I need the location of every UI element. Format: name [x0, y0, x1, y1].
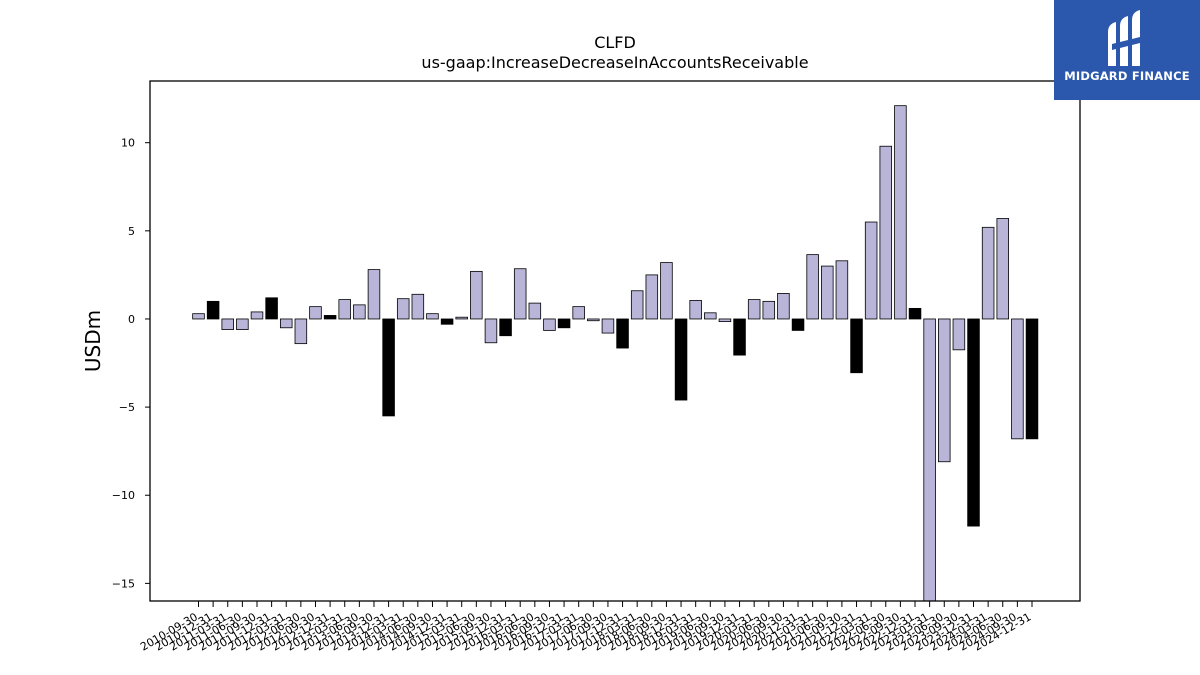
bar-2024-12-31: [1025, 318, 1039, 440]
bar-2021-09-30: [835, 260, 849, 320]
bar-2013-12-31: [382, 318, 395, 417]
bar-2013-09-30: [367, 269, 381, 320]
bar-2013-06-30: [353, 304, 366, 320]
bar-2023-12-31: [967, 318, 980, 527]
chart-title: CLFD: [594, 33, 636, 52]
y-tick-label: −5: [119, 401, 135, 414]
bar-2022-12-31: [908, 307, 922, 320]
bar-2012-06-30: [294, 318, 308, 345]
plot-frame: [149, 80, 1081, 602]
bar-2019-09-30: [718, 318, 732, 323]
bar-2018-06-30: [645, 274, 659, 320]
bar-2014-03-31: [396, 298, 410, 320]
bar-2020-12-31: [791, 318, 805, 331]
bar-2010-12-31: [206, 300, 220, 320]
bar-2020-03-31: [747, 299, 761, 320]
y-tick-label: 10: [121, 137, 135, 150]
bar-2019-03-31: [689, 300, 702, 320]
y-tick-label: −15: [112, 577, 135, 590]
midgard-m-logo-icon: [1108, 10, 1144, 66]
bar-2012-03-31: [279, 318, 293, 329]
bar-2014-09-30: [426, 313, 439, 320]
bar-2023-06-30: [938, 318, 951, 463]
bar-2016-03-31: [513, 268, 527, 320]
bar-2024-03-31: [981, 226, 995, 320]
brand-logo: MIDGARD FINANCE: [1054, 0, 1200, 100]
bar-2020-06-30: [762, 300, 776, 320]
bar-2021-06-30: [821, 265, 834, 320]
bar-2023-03-31: [923, 318, 936, 602]
y-ticks-group: 10 5 0 −5 −10 −15: [112, 137, 150, 590]
bar-2020-09-30: [777, 293, 790, 320]
x-ticks-group: 2010-09-302010-12-312011-03-312011-06-30…: [138, 601, 1034, 654]
bar-2022-03-31: [864, 221, 878, 320]
bar-2018-12-31: [674, 318, 688, 401]
bar-2019-06-30: [704, 312, 717, 320]
bar-2010-09-30: [192, 313, 205, 320]
bar-2017-12-31: [616, 318, 629, 349]
bar-2017-03-31: [572, 306, 585, 320]
bar-2022-09-30: [894, 105, 907, 320]
bar-2014-06-30: [411, 293, 425, 320]
bar-2016-12-31: [557, 318, 571, 329]
bar-2016-06-30: [528, 302, 542, 320]
bar-2024-09-30: [1011, 318, 1024, 440]
bar-2023-09-30: [952, 318, 966, 351]
bar-2018-03-31: [630, 290, 644, 320]
bar-2015-09-30: [484, 318, 498, 344]
bar-2011-09-30: [250, 311, 264, 320]
y-tick-label: 5: [128, 225, 135, 238]
y-tick-label: −10: [112, 489, 135, 502]
bar-2022-06-30: [879, 145, 893, 320]
y-axis-label: USDm: [81, 310, 105, 372]
bar-2011-12-31: [265, 297, 278, 320]
bar-2015-12-31: [499, 318, 512, 337]
bar-2013-03-31: [338, 299, 351, 320]
bar-2016-09-30: [543, 318, 556, 331]
bar-2024-06-30: [996, 218, 1010, 320]
bar-2021-12-31: [850, 318, 863, 374]
bar-2018-09-30: [660, 262, 673, 320]
bar-2014-12-31: [440, 318, 454, 325]
chart-subtitle: us-gaap:IncreaseDecreaseInAccountsReceiv…: [421, 53, 808, 72]
bar-2012-09-30: [309, 306, 322, 320]
bar-2012-12-31: [323, 315, 337, 320]
bar-2017-09-30: [601, 318, 615, 334]
bars-group: [192, 105, 1039, 602]
brand-name: MIDGARD FINANCE: [1064, 69, 1190, 83]
bar-2011-03-31: [221, 318, 234, 330]
bar-2017-06-30: [587, 318, 600, 322]
bar-2021-03-31: [806, 254, 819, 320]
bar-2011-06-30: [236, 318, 249, 330]
bar-2019-12-31: [733, 318, 746, 356]
bar-2015-03-31: [455, 316, 468, 320]
y-tick-label: 0: [128, 313, 135, 326]
bar-2015-06-30: [470, 270, 483, 320]
